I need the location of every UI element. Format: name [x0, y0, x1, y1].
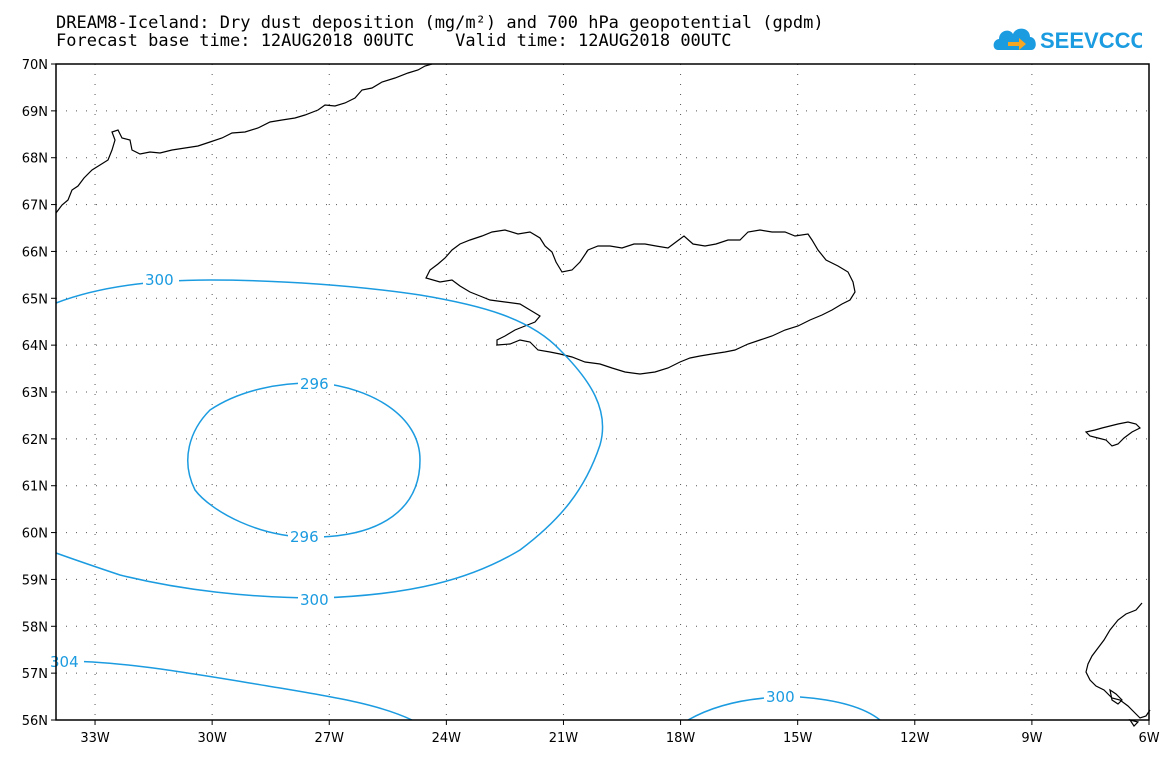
contour-label-300: 300 — [766, 688, 795, 706]
geopotential-contours — [55, 279, 881, 721]
longitude-tick-label: 6W — [1138, 731, 1159, 746]
latitude-tick-label: 59N — [22, 573, 48, 588]
contour-296 — [187, 382, 421, 538]
greenland-coast — [55, 63, 433, 214]
latitude-tick-label: 61N — [22, 480, 48, 495]
scotland-coast — [1085, 602, 1151, 719]
latitude-tick-label: 64N — [22, 339, 48, 354]
contour-304 — [55, 660, 413, 721]
map-title: DREAM8-Iceland: Dry dust deposition (mg/… — [56, 13, 824, 33]
cloud-arrow-icon — [993, 28, 1036, 50]
map-frame — [55, 63, 1150, 721]
contour-labels: 300 296 296 300 304 300 — [50, 270, 800, 706]
faroe-islands-coast — [1084, 421, 1142, 447]
contour-label-296: 296 — [290, 528, 319, 546]
contour-label-300: 300 — [300, 591, 329, 609]
longitude-tick-label: 27W — [315, 731, 345, 746]
hebrides-coast — [1109, 688, 1140, 727]
contour-300-north — [55, 279, 604, 599]
latitude-tick-label: 66N — [22, 245, 48, 260]
logo-text: SEEVCCC — [1040, 28, 1142, 53]
latitude-tick-label: 65N — [22, 292, 48, 307]
longitude-tick-label: 30W — [197, 731, 227, 746]
longitude-tick-label: 21W — [549, 731, 579, 746]
latitude-tick-label: 58N — [22, 620, 48, 635]
contour-label-304: 304 — [50, 653, 79, 671]
longitude-axis: 33W 30W 27W 24W 21W 18W 15W 12W 9W 6W — [80, 720, 1160, 746]
coastlines — [55, 63, 1151, 727]
longitude-tick-label: 9W — [1021, 731, 1042, 746]
longitude-tick-label: 18W — [666, 731, 696, 746]
latitude-tick-label: 60N — [22, 527, 48, 542]
seevccc-logo: SEEVCCC — [993, 28, 1142, 53]
graticule — [56, 64, 1149, 720]
latitude-tick-label: 67N — [22, 199, 48, 214]
latitude-tick-label: 56N — [22, 714, 48, 729]
latitude-tick-label: 68N — [22, 152, 48, 167]
contour-label-300: 300 — [145, 271, 174, 289]
latitude-tick-label: 63N — [22, 386, 48, 401]
latitude-tick-label: 57N — [22, 667, 48, 682]
longitude-tick-label: 33W — [80, 731, 110, 746]
map-subtitle: Forecast base time: 12AUG2018 00UTC Vali… — [56, 31, 732, 51]
longitude-tick-label: 12W — [900, 731, 930, 746]
longitude-tick-label: 15W — [783, 731, 813, 746]
contour-label-296: 296 — [300, 375, 329, 393]
latitude-tick-label: 62N — [22, 433, 48, 448]
latitude-tick-label: 70N — [22, 58, 48, 73]
iceland-coast — [425, 229, 856, 375]
latitude-tick-label: 69N — [22, 105, 48, 120]
latitude-axis: 70N 69N 68N 67N 66N 65N 64N 63N 62N 61N 60N 59N 58N 5… — [22, 58, 56, 729]
longitude-tick-label: 24W — [432, 731, 462, 746]
